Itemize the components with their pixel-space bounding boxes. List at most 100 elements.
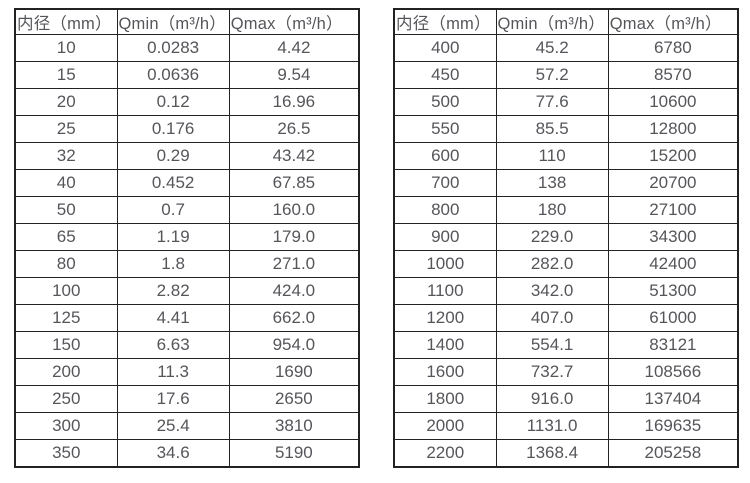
table-row: 500 77.6 10600	[393, 88, 739, 116]
qmax-cell: 67.85	[228, 169, 360, 197]
qmax-column-header: Qmax（m³/h）	[607, 8, 739, 35]
table-row: 65 1.19 179.0	[14, 223, 360, 251]
qmin-cell: 77.6	[495, 88, 609, 116]
qmin-cell: 6.63	[116, 331, 230, 359]
qmin-cell: 4.41	[116, 304, 230, 332]
table-row: 1800 916.0 137404	[393, 385, 739, 413]
qmax-cell: 42400	[607, 250, 739, 278]
qmin-cell: 0.29	[116, 142, 230, 170]
qmax-cell: 26.5	[228, 115, 360, 143]
qmax-cell: 169635	[607, 412, 739, 440]
diameter-cell: 250	[14, 385, 118, 413]
table-row: 32 0.29 43.42	[14, 142, 360, 170]
qmax-cell: 83121	[607, 331, 739, 359]
qmax-cell: 1690	[228, 358, 360, 386]
diameter-cell: 1400	[393, 331, 497, 359]
table-row: 400 45.2 6780	[393, 34, 739, 62]
diameter-cell: 125	[14, 304, 118, 332]
table-row: 800 180 27100	[393, 196, 739, 224]
qmax-cell: 43.42	[228, 142, 360, 170]
qmax-cell: 108566	[607, 358, 739, 386]
qmax-cell: 20700	[607, 169, 739, 197]
qmin-cell: 554.1	[495, 331, 609, 359]
qmin-cell: 0.176	[116, 115, 230, 143]
diameter-cell: 1100	[393, 277, 497, 305]
flow-spec-table-small-diameters: 内径（mm） Qmin（m³/h） Qmax（m³/h） 10 0.0283 4.42 15…	[14, 8, 360, 468]
table-row: 125 4.41 662.0	[14, 304, 360, 332]
diameter-cell: 700	[393, 169, 497, 197]
qmin-cell: 0.12	[116, 88, 230, 116]
diameter-cell: 40	[14, 169, 118, 197]
diameter-cell: 300	[14, 412, 118, 440]
table-row: 25 0.176 26.5	[14, 115, 360, 143]
diameter-cell: 32	[14, 142, 118, 170]
table-row: 1600 732.7 108566	[393, 358, 739, 386]
diameter-cell: 65	[14, 223, 118, 251]
qmin-cell: 110	[495, 142, 609, 170]
flow-spec-table-large-diameters: 内径（mm） Qmin（m³/h） Qmax（m³/h） 400 45.2 6780 450…	[393, 8, 739, 468]
qmin-cell: 17.6	[116, 385, 230, 413]
qmax-cell: 16.96	[228, 88, 360, 116]
qmin-cell: 282.0	[495, 250, 609, 278]
qmin-cell: 1.19	[116, 223, 230, 251]
qmax-cell: 954.0	[228, 331, 360, 359]
qmin-cell: 11.3	[116, 358, 230, 386]
qmax-cell: 8570	[607, 61, 739, 89]
diameter-cell: 25	[14, 115, 118, 143]
diameter-cell: 10	[14, 34, 118, 62]
diameter-column-header: 内径（mm）	[393, 8, 497, 35]
qmax-cell: 61000	[607, 304, 739, 332]
diameter-cell: 600	[393, 142, 497, 170]
diameter-cell: 350	[14, 439, 118, 468]
qmin-cell: 1.8	[116, 250, 230, 278]
qmin-cell: 1131.0	[495, 412, 609, 440]
table-row: 900 229.0 34300	[393, 223, 739, 251]
qmin-column-header: Qmin（m³/h）	[116, 8, 230, 35]
table-row: 1100 342.0 51300	[393, 277, 739, 305]
qmin-cell: 407.0	[495, 304, 609, 332]
table-row: 20 0.12 16.96	[14, 88, 360, 116]
qmax-cell: 34300	[607, 223, 739, 251]
header-row: 内径（mm） Qmin（m³/h） Qmax（m³/h）	[14, 8, 360, 35]
table-row: 550 85.5 12800	[393, 115, 739, 143]
qmax-cell: 137404	[607, 385, 739, 413]
qmax-cell: 6780	[607, 34, 739, 62]
diameter-cell: 500	[393, 88, 497, 116]
qmax-cell: 662.0	[228, 304, 360, 332]
qmin-cell: 25.4	[116, 412, 230, 440]
diameter-cell: 900	[393, 223, 497, 251]
table-row: 700 138 20700	[393, 169, 739, 197]
diameter-cell: 800	[393, 196, 497, 224]
table-row: 1000 282.0 42400	[393, 250, 739, 278]
qmin-cell: 0.452	[116, 169, 230, 197]
qmax-cell: 4.42	[228, 34, 360, 62]
qmax-cell: 51300	[607, 277, 739, 305]
table-row: 350 34.6 5190	[14, 439, 360, 468]
diameter-cell: 100	[14, 277, 118, 305]
diameter-cell: 150	[14, 331, 118, 359]
qmin-cell: 85.5	[495, 115, 609, 143]
qmin-cell: 0.7	[116, 196, 230, 224]
table-row: 300 25.4 3810	[14, 412, 360, 440]
qmin-cell: 0.0636	[116, 61, 230, 89]
diameter-cell: 1800	[393, 385, 497, 413]
qmax-cell: 15200	[607, 142, 739, 170]
header-row: 内径（mm） Qmin（m³/h） Qmax（m³/h）	[393, 8, 739, 35]
diameter-cell: 200	[14, 358, 118, 386]
diameter-cell: 1000	[393, 250, 497, 278]
table-row: 1400 554.1 83121	[393, 331, 739, 359]
diameter-cell: 80	[14, 250, 118, 278]
qmax-cell: 12800	[607, 115, 739, 143]
table-row: 40 0.452 67.85	[14, 169, 360, 197]
flow-spec-page: 内径（mm） Qmin（m³/h） Qmax（m³/h） 10 0.0283 4.42 15…	[14, 8, 739, 468]
qmax-cell: 424.0	[228, 277, 360, 305]
qmin-cell: 34.6	[116, 439, 230, 468]
table-row: 2200 1368.4 205258	[393, 439, 739, 468]
qmin-cell: 1368.4	[495, 439, 609, 468]
table-row: 100 2.82 424.0	[14, 277, 360, 305]
table-row: 15 0.0636 9.54	[14, 61, 360, 89]
qmax-cell: 3810	[228, 412, 360, 440]
qmax-cell: 205258	[607, 439, 739, 468]
diameter-cell: 400	[393, 34, 497, 62]
table-row: 200 11.3 1690	[14, 358, 360, 386]
